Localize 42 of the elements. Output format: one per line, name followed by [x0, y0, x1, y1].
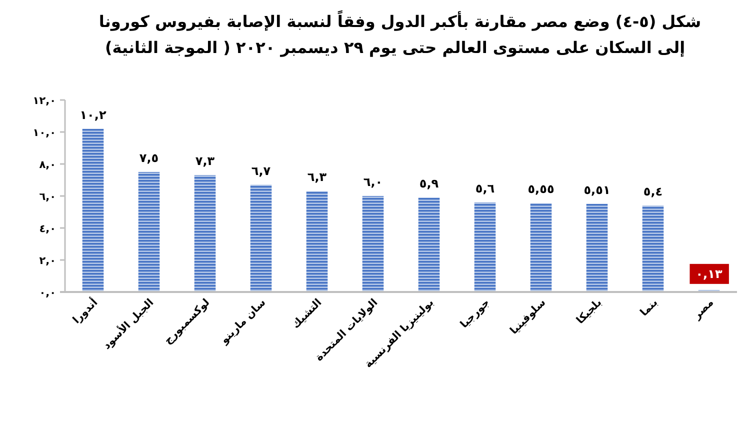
bar	[474, 202, 496, 292]
data-label: ٥,٩	[419, 176, 440, 191]
data-label: ٧,٥	[139, 151, 159, 165]
x-tick-label: الجبل الأسود	[100, 296, 156, 352]
x-tick-label: سلوفينيا	[508, 296, 548, 337]
data-label: ٥,٥٥	[528, 182, 554, 196]
x-tick-label: لوكسمبورج	[162, 296, 212, 347]
y-tick-label: ١٠,٠	[32, 127, 56, 139]
bar	[82, 128, 104, 292]
y-tick-label: ٦,٠	[39, 191, 56, 203]
bar	[362, 196, 384, 292]
bar	[194, 175, 216, 292]
data-label: ٧,٣	[195, 154, 216, 168]
y-tick-label: ٠,٠	[39, 287, 56, 299]
chart-subtitle: إلى السكان على مستوى العالم حتى يوم ٢٩ ديسمبر ٢٠٢٠ ( الموجة الثانية)	[104, 38, 686, 57]
bar	[418, 198, 440, 292]
y-tick-label: ١٢,٠	[32, 95, 56, 107]
x-tick-label: مصر	[690, 296, 716, 322]
data-label: ٦,٣	[307, 170, 328, 184]
data-label: ٦,٧	[251, 164, 272, 178]
x-tick-label: جورجيا	[458, 296, 492, 331]
x-tick-label: التشيك	[290, 296, 324, 331]
x-tick-label: سان مارينو	[218, 296, 268, 347]
chart-title: شكل (٥-٤) وضع مصر مقارنة بأكبر الدول وفقاً لنسبة الإصابة بفيروس كورونا	[98, 9, 702, 31]
bar	[250, 184, 272, 292]
data-label: ٦,٠	[363, 175, 383, 189]
data-label: ١٠,٢	[80, 108, 107, 122]
y-tick-label: ٨,٠	[39, 159, 56, 171]
bar	[138, 172, 160, 292]
y-tick-label: ٤,٠	[39, 223, 56, 235]
x-tick-label: أندورا	[69, 295, 100, 326]
x-tick-label: بنما	[638, 296, 660, 319]
x-tick-label: بلجيكا	[574, 296, 604, 326]
y-tick-label: ٢,٠	[39, 255, 56, 267]
bar	[642, 206, 664, 292]
bar	[306, 191, 328, 292]
data-label: ٥,٦	[475, 181, 495, 196]
data-label: ٥,٤	[643, 184, 663, 199]
bar	[586, 204, 608, 292]
annotation: ٠,١٣	[696, 266, 723, 281]
bar	[530, 203, 552, 292]
data-label: ٥,٥١	[584, 182, 610, 197]
